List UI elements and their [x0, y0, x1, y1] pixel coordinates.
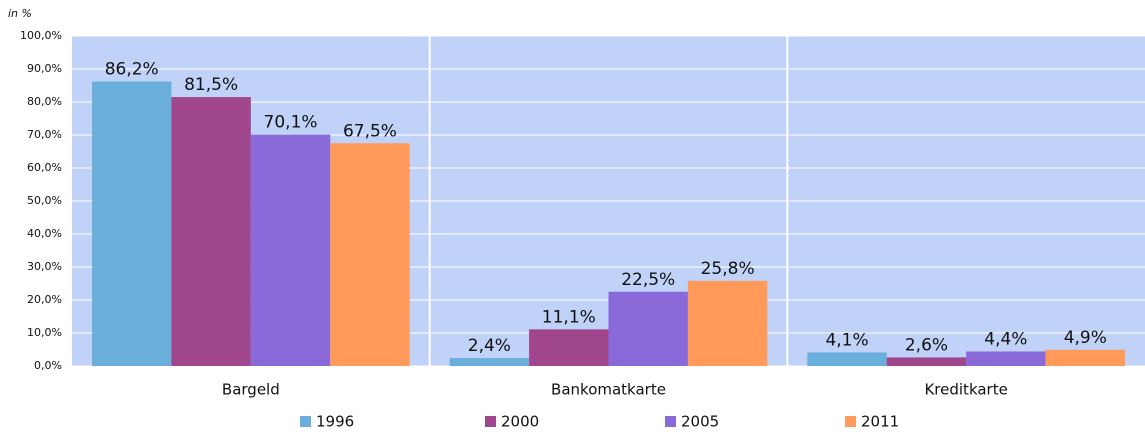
y-tick-label: 30,0%: [27, 260, 62, 273]
legend-swatch: [665, 416, 676, 427]
y-tick-label: 60,0%: [27, 161, 62, 174]
value-label: 81,5%: [184, 75, 238, 95]
legend-swatch: [300, 416, 311, 427]
y-tick-label: 10,0%: [27, 326, 62, 339]
y-tick-label: 70,0%: [27, 128, 62, 141]
legend-label: 1996: [316, 413, 354, 431]
bar: [449, 358, 530, 366]
value-label: 2,6%: [905, 335, 948, 355]
value-label: 4,9%: [1064, 328, 1107, 348]
value-label: 70,1%: [264, 113, 318, 133]
value-label: 11,1%: [542, 307, 596, 327]
x-tick-label: Bankomatkarte: [551, 381, 666, 399]
value-label: 22,5%: [621, 270, 675, 290]
bar: [250, 134, 331, 366]
value-label: 4,1%: [825, 330, 868, 350]
bar: [529, 329, 609, 366]
legend-label: 2005: [681, 413, 719, 431]
y-tick-label: 80,0%: [27, 95, 62, 108]
bar: [330, 143, 410, 366]
y-tick-label: 50,0%: [27, 194, 62, 207]
y-tick-label: 40,0%: [27, 227, 62, 240]
bar: [608, 291, 688, 366]
legend-swatch: [485, 416, 496, 427]
x-tick-label: Bargeld: [222, 381, 280, 399]
value-label: 25,8%: [701, 259, 755, 279]
bar: [687, 280, 768, 366]
value-label: 67,5%: [343, 121, 397, 141]
bar: [966, 351, 1046, 366]
bar: [171, 97, 251, 367]
y-tick-label: 20,0%: [27, 293, 62, 306]
value-label: 4,4%: [984, 329, 1027, 349]
y-tick-label: 90,0%: [27, 62, 62, 75]
bar: [807, 352, 887, 366]
value-label: 2,4%: [468, 336, 511, 356]
bar: [886, 357, 967, 366]
bar: [1045, 349, 1125, 366]
y-tick-label: 0,0%: [34, 359, 62, 372]
value-label: 86,2%: [105, 60, 159, 80]
legend-swatch: [845, 416, 856, 427]
bar: [92, 81, 172, 366]
legend-label: 2000: [501, 413, 539, 431]
x-tick-label: Kreditkarte: [924, 381, 1007, 399]
y-tick-label: 100,0%: [20, 29, 62, 42]
y-axis-label: in %: [8, 7, 32, 20]
legend-label: 2011: [861, 413, 899, 431]
